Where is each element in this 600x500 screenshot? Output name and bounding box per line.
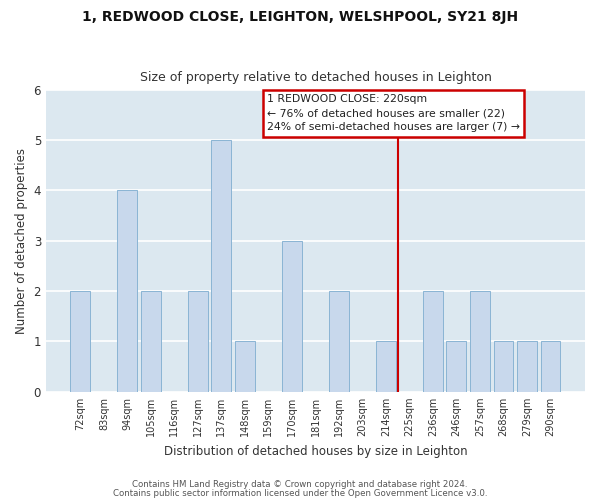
Text: Contains HM Land Registry data © Crown copyright and database right 2024.: Contains HM Land Registry data © Crown c…	[132, 480, 468, 489]
Bar	[70, 291, 91, 392]
Bar	[494, 342, 514, 392]
Title: Size of property relative to detached houses in Leighton: Size of property relative to detached ho…	[140, 72, 491, 85]
Bar	[211, 140, 232, 392]
Y-axis label: Number of detached properties: Number of detached properties	[15, 148, 28, 334]
Bar	[376, 342, 396, 392]
X-axis label: Distribution of detached houses by size in Leighton: Distribution of detached houses by size …	[164, 444, 467, 458]
Bar	[141, 291, 161, 392]
Text: Contains public sector information licensed under the Open Government Licence v3: Contains public sector information licen…	[113, 488, 487, 498]
Bar	[446, 342, 466, 392]
Bar	[423, 291, 443, 392]
Bar	[188, 291, 208, 392]
Bar	[517, 342, 537, 392]
Bar	[329, 291, 349, 392]
Bar	[118, 190, 137, 392]
Bar	[470, 291, 490, 392]
Bar	[282, 241, 302, 392]
Bar	[541, 342, 560, 392]
Text: 1 REDWOOD CLOSE: 220sqm
← 76% of detached houses are smaller (22)
24% of semi-de: 1 REDWOOD CLOSE: 220sqm ← 76% of detache…	[267, 94, 520, 132]
Text: 1, REDWOOD CLOSE, LEIGHTON, WELSHPOOL, SY21 8JH: 1, REDWOOD CLOSE, LEIGHTON, WELSHPOOL, S…	[82, 10, 518, 24]
Bar	[235, 342, 255, 392]
